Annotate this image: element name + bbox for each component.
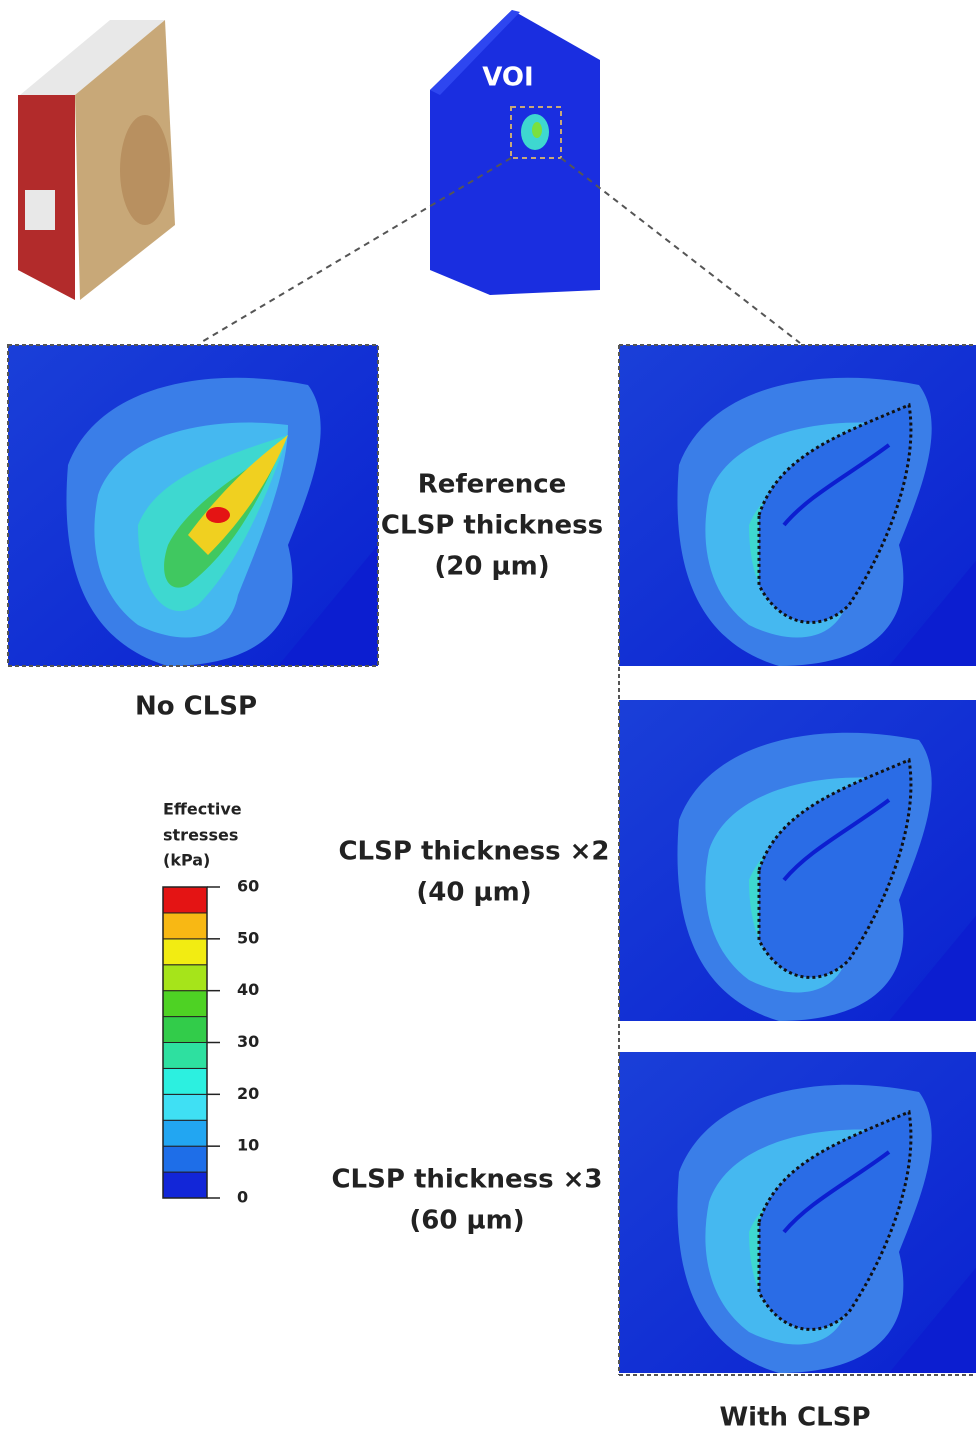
caption: No CLSP	[135, 692, 257, 722]
colorbar-title: stresses	[163, 826, 238, 845]
color-band	[163, 1146, 207, 1172]
color-band	[163, 887, 207, 913]
color-band	[163, 1068, 207, 1094]
color-band	[163, 991, 207, 1017]
tick-label: 60	[237, 877, 259, 896]
row-label: CLSP thickness ×2	[338, 837, 609, 867]
row-label: CLSP thickness ×3	[331, 1165, 602, 1195]
tick-label: 10	[237, 1136, 259, 1155]
voi-label: VOI	[482, 63, 533, 93]
row-label: Reference	[418, 470, 567, 500]
color-band	[163, 1120, 207, 1146]
color-band	[163, 1094, 207, 1120]
row-label: (60 µm)	[409, 1206, 524, 1236]
row-label: CLSP thickness	[381, 511, 603, 541]
colorbar-title: Effective	[163, 800, 242, 819]
caption: With CLSP	[719, 1403, 870, 1433]
colorbar-title: (kPa)	[163, 851, 210, 870]
panel-clsp-2	[619, 700, 976, 1021]
tick-label: 20	[237, 1084, 259, 1103]
panel-clsp-1	[619, 345, 976, 666]
color-band	[163, 939, 207, 965]
tick-label: 40	[237, 980, 259, 999]
tick-label: 50	[237, 928, 259, 947]
color-band	[163, 913, 207, 939]
color-band	[163, 965, 207, 991]
panel-clsp-3	[619, 1052, 976, 1373]
row-label: (40 µm)	[416, 878, 531, 908]
row-label: (20 µm)	[434, 552, 549, 582]
colorbar: 0 10 20 30 40 50 60	[163, 877, 259, 1207]
voi-block: VOI	[430, 10, 600, 295]
head-model	[18, 20, 175, 300]
color-band	[163, 1017, 207, 1043]
color-band	[163, 1172, 207, 1198]
color-band	[163, 1043, 207, 1069]
tick-label: 0	[237, 1188, 248, 1207]
figure: VOI No CLSP With CLSP Reference CLSP thi…	[0, 0, 976, 1435]
tick-label: 30	[237, 1032, 259, 1051]
panel-no-clsp	[8, 345, 378, 666]
